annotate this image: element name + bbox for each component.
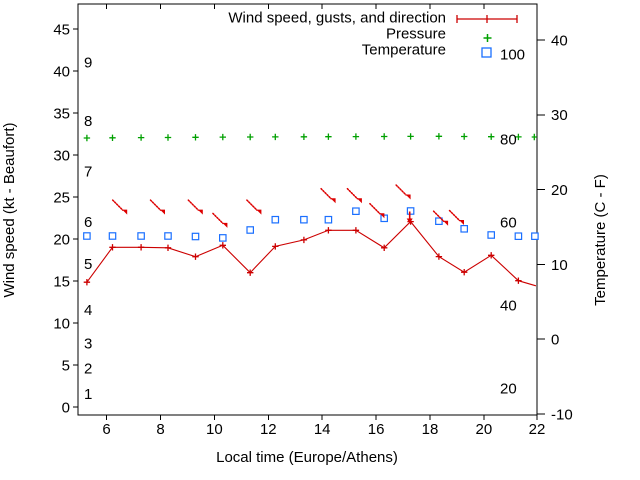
svg-text:100: 100 — [500, 46, 525, 63]
svg-text:Local time (Europe/Athens): Local time (Europe/Athens) — [216, 449, 398, 466]
svg-text:40: 40 — [53, 64, 70, 81]
svg-text:20: 20 — [476, 421, 493, 438]
svg-text:1: 1 — [84, 386, 92, 403]
svg-text:0: 0 — [551, 332, 559, 349]
svg-text:9: 9 — [84, 54, 92, 71]
svg-text:20: 20 — [53, 232, 70, 249]
svg-text:25: 25 — [53, 190, 70, 207]
svg-text:40: 40 — [500, 298, 517, 315]
svg-text:5: 5 — [62, 358, 70, 375]
svg-text:6: 6 — [102, 421, 110, 438]
svg-text:45: 45 — [53, 22, 70, 39]
svg-text:8: 8 — [156, 421, 164, 438]
svg-text:10: 10 — [206, 421, 223, 438]
svg-text:35: 35 — [53, 106, 70, 123]
svg-text:Temperature: Temperature — [362, 42, 446, 59]
svg-text:40: 40 — [551, 32, 568, 49]
svg-text:Wind speed (kt - Beaufort): Wind speed (kt - Beaufort) — [1, 122, 18, 297]
svg-text:10: 10 — [551, 257, 568, 274]
svg-text:8: 8 — [84, 113, 92, 130]
svg-text:5: 5 — [84, 256, 92, 273]
svg-text:10: 10 — [53, 316, 70, 333]
svg-text:Temperature (C - F): Temperature (C - F) — [592, 174, 609, 306]
svg-text:0: 0 — [62, 400, 70, 417]
svg-text:14: 14 — [314, 421, 331, 438]
svg-text:-10: -10 — [551, 406, 573, 423]
svg-text:20: 20 — [500, 380, 517, 397]
svg-text:Pressure: Pressure — [386, 26, 446, 43]
svg-text:18: 18 — [422, 421, 439, 438]
svg-text:16: 16 — [368, 421, 385, 438]
svg-text:3: 3 — [84, 335, 92, 352]
svg-text:30: 30 — [551, 107, 568, 124]
svg-text:30: 30 — [53, 148, 70, 165]
svg-text:Wind speed, gusts, and directi: Wind speed, gusts, and direction — [228, 10, 446, 27]
svg-text:4: 4 — [84, 302, 92, 319]
svg-text:80: 80 — [500, 131, 517, 148]
svg-text:20: 20 — [551, 182, 568, 199]
svg-text:15: 15 — [53, 274, 70, 291]
svg-text:12: 12 — [260, 421, 277, 438]
svg-text:7: 7 — [84, 164, 92, 181]
svg-text:22: 22 — [529, 421, 546, 438]
svg-text:2: 2 — [84, 361, 92, 378]
svg-text:60: 60 — [500, 215, 517, 232]
svg-text:6: 6 — [84, 214, 92, 231]
